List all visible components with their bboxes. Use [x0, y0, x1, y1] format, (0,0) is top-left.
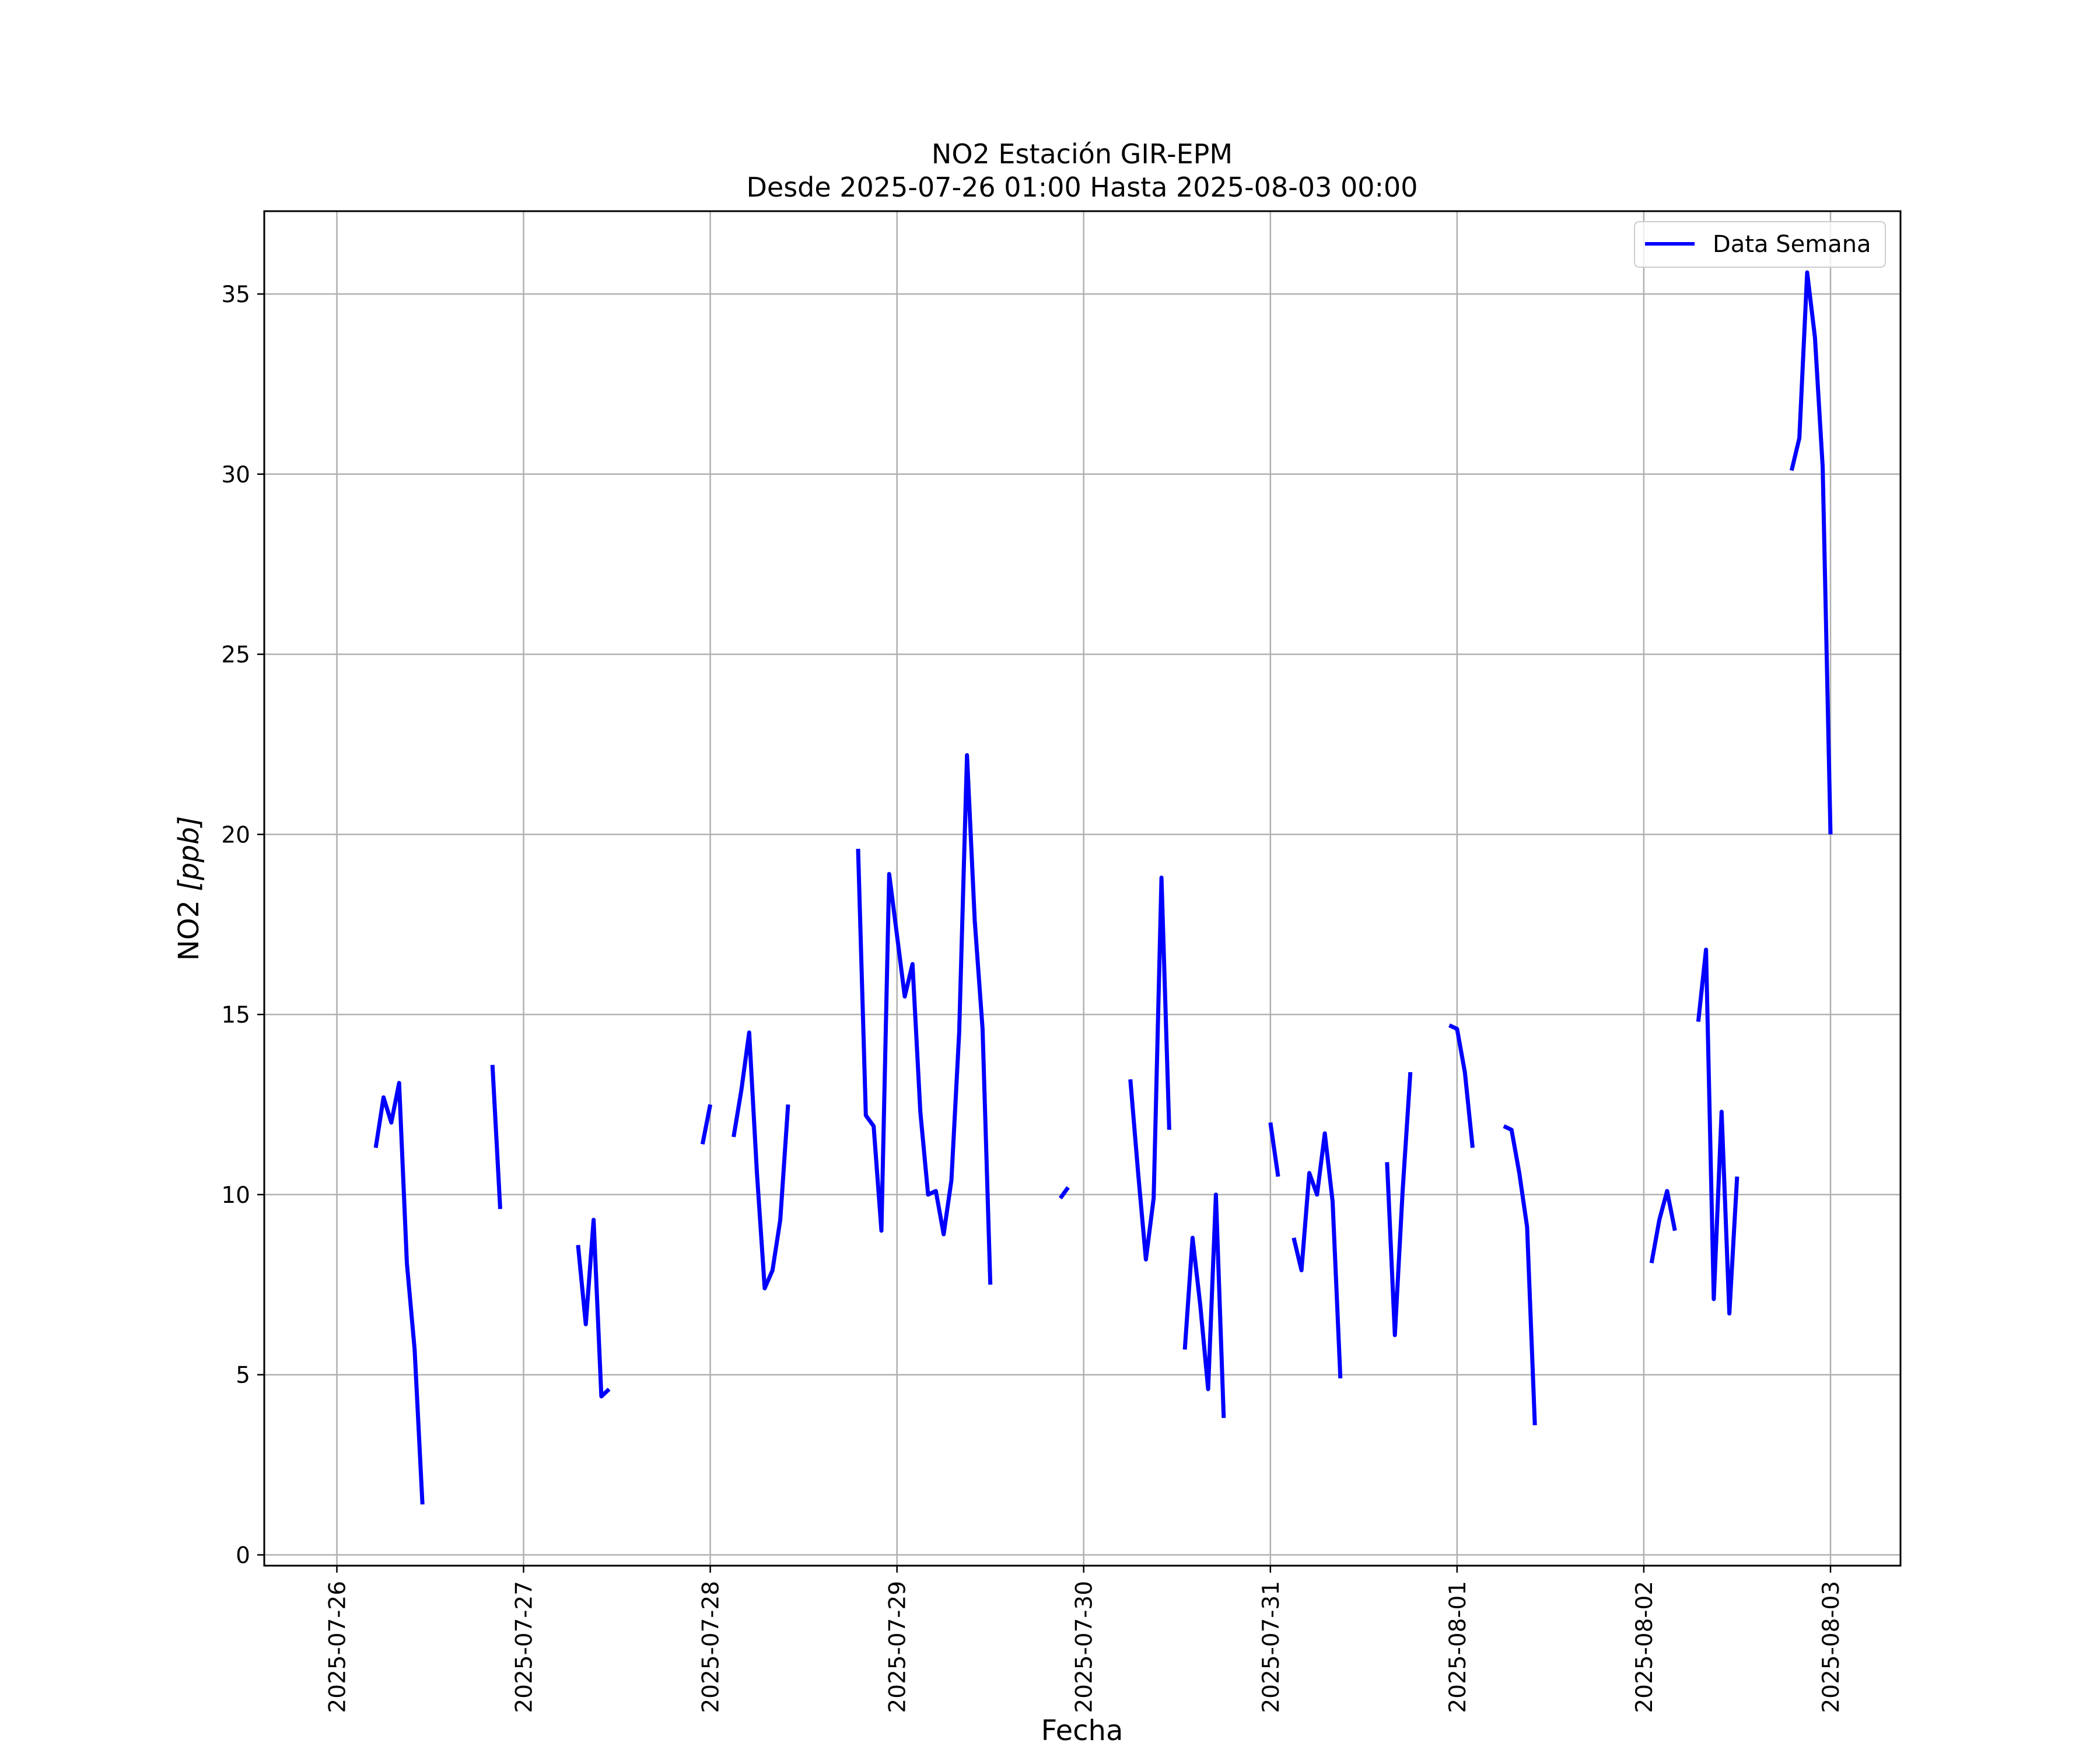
- x-tick-label: 2025-07-29: [885, 1581, 911, 1713]
- y-tick-label: 0: [236, 1543, 250, 1569]
- series-line-segment: [1649, 1189, 1677, 1264]
- x-tick-label: 2025-08-02: [1632, 1581, 1658, 1713]
- x-tick-label: 2025-07-31: [1258, 1581, 1284, 1713]
- y-tick-label: 20: [221, 822, 250, 848]
- series-line-segment: [1182, 1192, 1226, 1418]
- series-line-segment: [1503, 1124, 1537, 1426]
- plot-area-frame: [263, 210, 1902, 1567]
- series-line-segment: [732, 1030, 790, 1290]
- y-axis-label-unit: [ppb]: [173, 816, 205, 891]
- series-line-segment: [700, 1104, 713, 1145]
- legend: Data Semana: [1634, 221, 1886, 268]
- y-tick-label: 10: [221, 1182, 250, 1209]
- series-line-segment: [1292, 1131, 1343, 1379]
- grid-lines: [264, 211, 1901, 1566]
- series-line-segment: [1058, 1186, 1070, 1200]
- y-tick-label: 35: [221, 282, 250, 308]
- legend-label-data-semana: Data Semana: [1713, 231, 1871, 258]
- chart-title: NO2 Estación GIR-EPM: [932, 138, 1233, 170]
- x-tick-label: 2025-07-26: [325, 1581, 351, 1713]
- y-tick-label: 15: [221, 1002, 250, 1028]
- x-tick-label: 2025-07-27: [512, 1581, 538, 1713]
- x-tick-label: 2025-07-28: [698, 1581, 724, 1713]
- x-tick-label: 2025-08-03: [1818, 1581, 1845, 1713]
- legend-box: [1634, 221, 1886, 268]
- series-line-segment: [1789, 270, 1833, 835]
- chart-subtitle: Desde 2025-07-26 01:00 Hasta 2025-08-03 …: [746, 172, 1418, 203]
- series-line-segment: [1448, 1023, 1475, 1148]
- series-line-segment: [576, 1217, 611, 1399]
- y-axis-label: NO2 [ppb]: [173, 816, 205, 961]
- x-tick-label: 2025-07-30: [1072, 1581, 1098, 1713]
- series-line-segment: [1696, 947, 1740, 1316]
- series-line-segment: [490, 1065, 502, 1209]
- series-data-semana: [373, 270, 1833, 1505]
- series-line-segment: [1268, 1122, 1280, 1177]
- y-axis-ticks: 0 5 10 15 20 25 30 35: [221, 282, 264, 1569]
- series-line-segment: [856, 753, 993, 1285]
- y-tick-label: 30: [221, 462, 250, 488]
- y-tick-label: 25: [221, 642, 250, 668]
- series-line-segment: [373, 1081, 425, 1505]
- series-line-segment: [1385, 1072, 1413, 1338]
- x-axis-ticks: 2025-07-26 2025-07-27 2025-07-28 2025-07-29…: [325, 1566, 1845, 1713]
- y-tick-label: 5: [236, 1363, 250, 1389]
- x-tick-label: 2025-08-01: [1445, 1581, 1471, 1713]
- x-axis-label: Fecha: [1041, 1714, 1124, 1747]
- y-axis-label-text: NO2: [173, 891, 205, 961]
- series-line-segment: [1128, 876, 1171, 1262]
